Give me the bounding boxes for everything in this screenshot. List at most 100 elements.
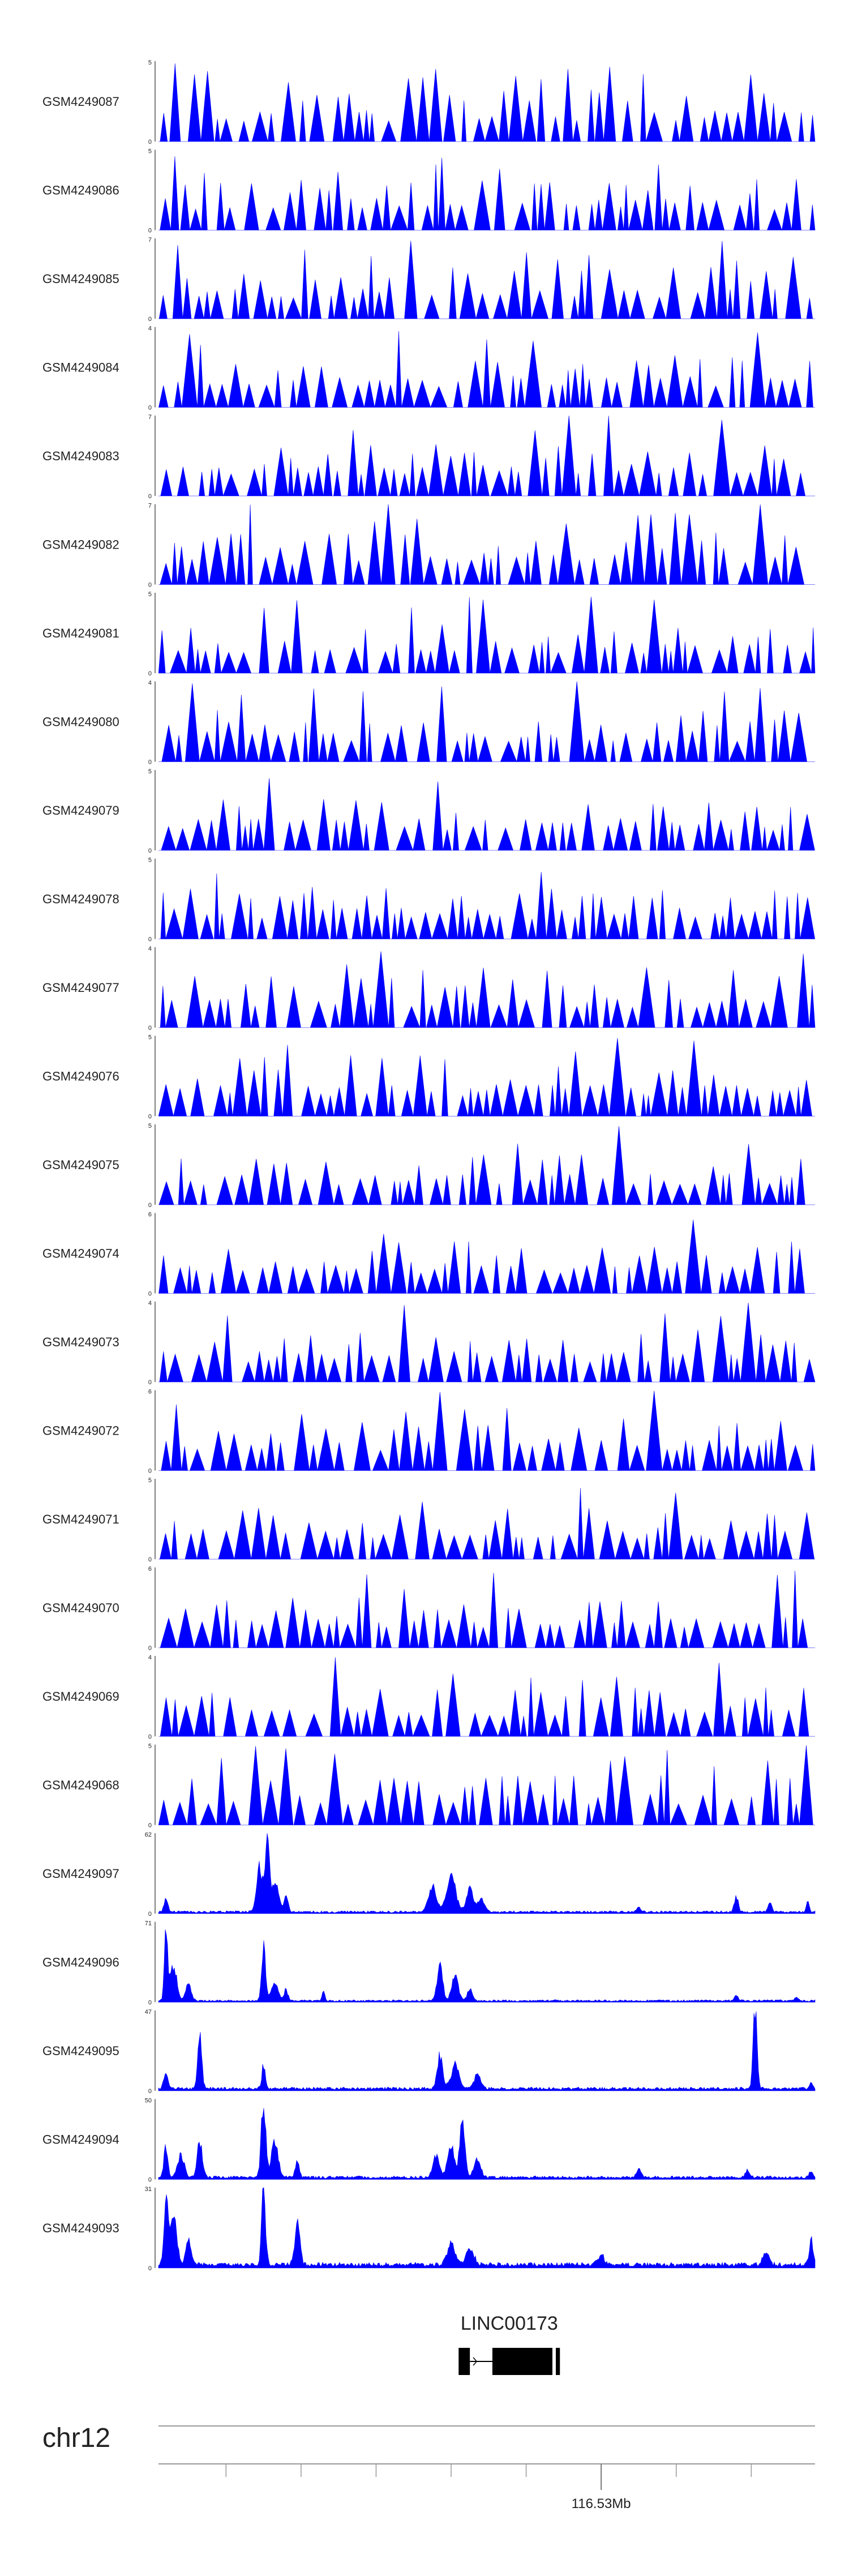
gene-exon	[458, 2348, 470, 2375]
track-GSM4249068: GSM4249068 5 0	[42, 1743, 815, 1829]
gene-model	[458, 2348, 560, 2375]
track-label: GSM4249087	[42, 95, 119, 109]
track-label: GSM4249095	[42, 2044, 119, 2058]
track-label: GSM4249086	[42, 183, 119, 198]
y-max-tick-label: 5	[148, 1034, 152, 1041]
track-label: GSM4249078	[42, 892, 119, 906]
y-zero-tick-label: 0	[148, 1645, 152, 1652]
track-GSM4249070: GSM4249070 6 0	[42, 1566, 815, 1652]
track-GSM4249080: GSM4249080 4 0	[42, 680, 815, 766]
y-max-tick-label: 31	[145, 2186, 152, 2193]
y-zero-tick-label: 0	[148, 582, 152, 589]
coverage-area	[158, 2108, 816, 2180]
track-GSM4249096: GSM4249096 71 0	[42, 1920, 816, 2006]
track-label: GSM4249077	[42, 981, 119, 995]
coverage-area	[158, 156, 816, 231]
track-GSM4249085: GSM4249085 7 0	[42, 237, 815, 323]
track-label: GSM4249072	[42, 1424, 119, 1438]
y-max-tick-label: 6	[148, 1212, 152, 1218]
coverage-area	[158, 681, 815, 763]
track-GSM4249087: GSM4249087 5 0	[42, 59, 816, 146]
y-max-tick-label: 4	[148, 1654, 152, 1661]
coverage-area	[158, 1833, 816, 1914]
track-GSM4249074: GSM4249074 6 0	[42, 1212, 815, 1298]
coverage-area	[158, 2011, 816, 2091]
track-GSM4249079: GSM4249079 5 0	[42, 768, 815, 854]
track-GSM4249071: GSM4249071 5 0	[42, 1477, 815, 1563]
y-max-tick-label: 7	[148, 237, 152, 243]
track-label: GSM4249094	[42, 2133, 119, 2147]
y-zero-tick-label: 0	[148, 1114, 152, 1120]
coverage-area	[158, 778, 815, 851]
track-GSM4249072: GSM4249072 6 0	[42, 1389, 816, 1475]
coverage-area	[158, 1126, 815, 1206]
gene-annotation-track: LINC00173	[458, 2313, 560, 2375]
track-GSM4249075: GSM4249075 5 0	[42, 1123, 815, 1209]
y-max-tick-label: 5	[148, 591, 152, 598]
y-max-tick-label: 7	[148, 414, 152, 421]
track-label: GSM4249070	[42, 1601, 119, 1615]
gene-exon	[492, 2348, 552, 2375]
coverage-area	[158, 1038, 815, 1116]
track-GSM4249097: GSM4249097 62 0	[42, 1832, 816, 1918]
coverage-area	[158, 331, 815, 408]
y-zero-tick-label: 0	[148, 228, 152, 234]
track-GSM4249093: GSM4249093 31 0	[42, 2186, 816, 2272]
y-max-tick-label: 6	[148, 1389, 152, 1396]
y-zero-tick-label: 0	[148, 405, 152, 412]
y-zero-tick-label: 0	[148, 493, 152, 500]
y-zero-tick-label: 0	[148, 2000, 152, 2006]
track-GSM4249095: GSM4249095 47 0	[42, 2009, 816, 2095]
coverage-area	[158, 1390, 816, 1471]
y-zero-tick-label: 0	[148, 2265, 152, 2272]
track-label: GSM4249074	[42, 1247, 119, 1261]
track-label: GSM4249068	[42, 1778, 119, 1792]
y-zero-tick-label: 0	[148, 139, 152, 146]
y-zero-tick-label: 0	[148, 848, 152, 854]
track-label: GSM4249076	[42, 1069, 119, 1084]
y-max-tick-label: 5	[148, 1477, 152, 1484]
track-label: GSM4249069	[42, 1689, 119, 1704]
chromosome-track: chr12 116.53Mb116.54Mb	[42, 2423, 815, 2511]
y-zero-tick-label: 0	[148, 759, 152, 766]
track-label: GSM4249075	[42, 1158, 119, 1172]
x-tick-label: 116.53Mb	[572, 2496, 631, 2511]
coverage-area	[158, 1745, 815, 1826]
y-zero-tick-label: 0	[148, 1734, 152, 1740]
y-zero-tick-label: 0	[148, 1468, 152, 1475]
coverage-area	[158, 1929, 816, 2002]
track-label: GSM4249096	[42, 1955, 119, 1970]
chromosome-label: chr12	[42, 2423, 110, 2453]
y-max-tick-label: 4	[148, 945, 152, 952]
y-zero-tick-label: 0	[148, 936, 152, 943]
y-zero-tick-label: 0	[148, 1379, 152, 1386]
track-GSM4249073: GSM4249073 4 0	[42, 1300, 816, 1386]
y-max-tick-label: 4	[148, 680, 152, 687]
y-zero-tick-label: 0	[148, 316, 152, 323]
coverage-area	[158, 951, 816, 1029]
track-GSM4249082: GSM4249082 7 0	[42, 503, 815, 589]
track-GSM4249083: GSM4249083 7 0	[42, 414, 815, 500]
coverage-area	[158, 241, 815, 319]
track-GSM4249078: GSM4249078 5 0	[42, 857, 815, 943]
track-label: GSM4249079	[42, 803, 119, 818]
track-label: GSM4249083	[42, 449, 119, 463]
gene-exon	[556, 2348, 560, 2375]
y-zero-tick-label: 0	[148, 1911, 152, 1918]
coverage-area	[158, 1488, 815, 1560]
track-GSM4249069: GSM4249069 4 0	[42, 1654, 815, 1740]
y-zero-tick-label: 0	[148, 2177, 152, 2184]
y-max-tick-label: 5	[148, 857, 152, 864]
coverage-area	[158, 1571, 815, 1649]
coverage-area	[158, 1219, 815, 1294]
coverage-area	[158, 872, 815, 940]
y-max-tick-label: 5	[148, 1743, 152, 1750]
coverage-area	[158, 2187, 816, 2269]
gene-label: LINC00173	[461, 2313, 558, 2334]
track-label: GSM4249084	[42, 361, 119, 375]
y-max-tick-label: 5	[148, 1123, 152, 1129]
track-label: GSM4249097	[42, 1867, 119, 1881]
track-GSM4249076: GSM4249076 5 0	[42, 1034, 815, 1120]
coverage-tracks: GSM424908750GSM424908650GSM424908570GSM4…	[42, 59, 816, 2272]
